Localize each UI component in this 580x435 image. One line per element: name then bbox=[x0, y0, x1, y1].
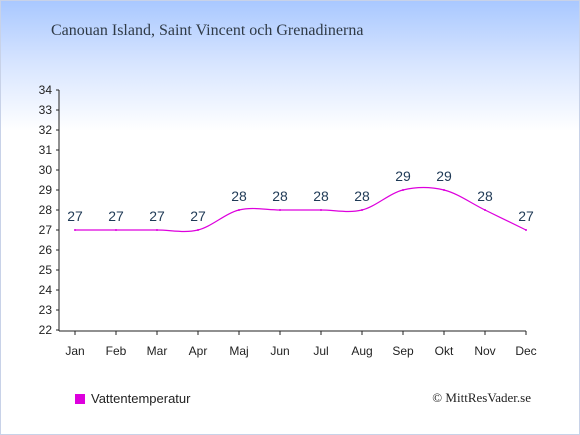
y-tick-label: 34 bbox=[39, 83, 53, 97]
y-tick-label: 25 bbox=[39, 263, 53, 277]
chart-title: Canouan Island, Saint Vincent och Grenad… bbox=[51, 22, 364, 39]
x-tick-label: Jan bbox=[65, 344, 84, 358]
data-label: 27 bbox=[108, 208, 124, 224]
x-tick-label: Maj bbox=[229, 344, 248, 358]
x-tick-label: Jun bbox=[270, 344, 289, 358]
legend-swatch bbox=[75, 393, 85, 404]
data-point bbox=[525, 229, 527, 231]
data-label: 27 bbox=[149, 208, 165, 224]
x-tick-label: Aug bbox=[351, 344, 372, 358]
data-label: 29 bbox=[395, 168, 411, 184]
data-point bbox=[74, 229, 76, 231]
data-label: 29 bbox=[436, 168, 452, 184]
data-point bbox=[320, 209, 322, 211]
x-tick-label: Mar bbox=[147, 344, 168, 358]
x-tick-label: Dec bbox=[515, 344, 536, 358]
data-label: 28 bbox=[313, 188, 329, 204]
data-point bbox=[156, 229, 158, 231]
y-tick-label: 27 bbox=[39, 223, 53, 237]
y-tick-label: 28 bbox=[39, 203, 53, 217]
series-line-vattentemperatur bbox=[74, 186, 527, 233]
data-label: 28 bbox=[272, 188, 288, 204]
x-tick-label: Nov bbox=[474, 344, 495, 358]
x-tick-label: Sep bbox=[392, 344, 414, 358]
data-point bbox=[402, 189, 404, 191]
data-point bbox=[361, 209, 363, 211]
data-label: 27 bbox=[518, 208, 534, 224]
data-label: 28 bbox=[477, 188, 493, 204]
y-tick-label: 29 bbox=[39, 183, 53, 197]
x-tick-label: Jul bbox=[313, 344, 328, 358]
y-tick-label: 23 bbox=[39, 303, 53, 317]
credit-text: © MittResVader.se bbox=[432, 390, 531, 405]
y-tick-label: 22 bbox=[39, 323, 53, 337]
y-tick-label: 32 bbox=[39, 123, 53, 137]
legend-label: Vattentemperatur bbox=[91, 391, 191, 406]
x-tick-label: Apr bbox=[189, 344, 208, 358]
data-point bbox=[115, 229, 117, 231]
data-point bbox=[279, 209, 281, 211]
data-label: 27 bbox=[190, 208, 206, 224]
x-tick-label: Okt bbox=[435, 344, 454, 358]
y-tick-label: 30 bbox=[39, 163, 53, 177]
data-point bbox=[238, 209, 240, 211]
x-tick-label: Feb bbox=[106, 344, 127, 358]
data-label: 27 bbox=[67, 208, 83, 224]
y-tick-label: 24 bbox=[39, 283, 53, 297]
legend: Vattentemperatur bbox=[75, 391, 190, 406]
y-tick-label: 33 bbox=[39, 103, 53, 117]
y-tick-label: 31 bbox=[39, 143, 53, 157]
data-point bbox=[197, 229, 199, 231]
data-label: 28 bbox=[231, 188, 247, 204]
data-label: 28 bbox=[354, 188, 370, 204]
y-tick-label: 26 bbox=[39, 243, 53, 257]
data-point bbox=[484, 209, 486, 211]
data-point bbox=[443, 189, 445, 191]
